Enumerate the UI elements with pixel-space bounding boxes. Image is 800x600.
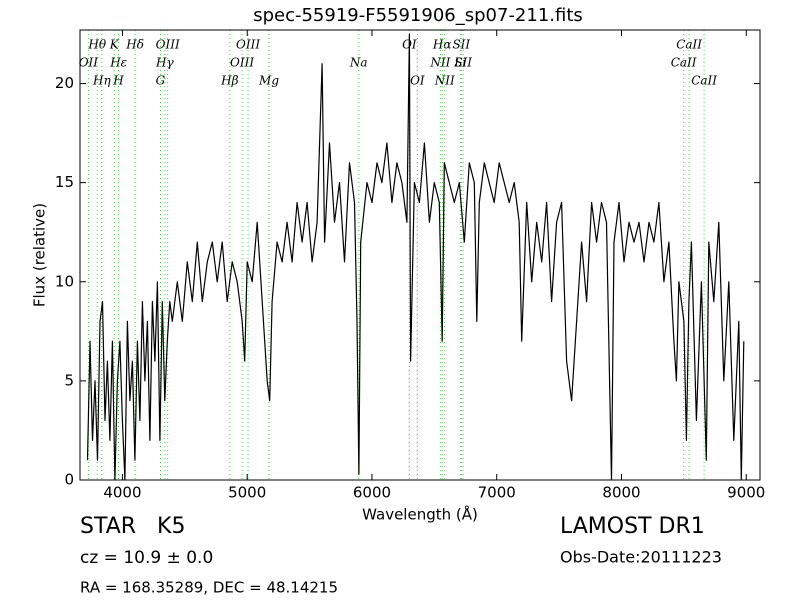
- plot-frame: [79, 29, 761, 481]
- x-axis-label: Wavelength (Å): [362, 505, 478, 524]
- spectral-line-label: OIII: [156, 38, 180, 52]
- y-tick-label: 10: [55, 272, 74, 290]
- spectral-line-label: Hγ: [155, 56, 174, 70]
- spectral-line-label: OIII: [236, 38, 260, 52]
- spectral-line-label: Hδ: [125, 38, 144, 52]
- spectral-line-label: Hα: [432, 38, 452, 52]
- x-tick-label: 7000: [478, 484, 516, 502]
- y-tick-label: 15: [55, 173, 74, 191]
- chart-title: spec-55919-F5591906_sp07-211.fits: [253, 5, 583, 26]
- spectral-line-label: Mg: [258, 74, 279, 88]
- spectral-line-label: CaII: [691, 74, 717, 88]
- spectral-line-label: SII: [454, 56, 472, 70]
- spectral-line-label: Hβ: [220, 74, 238, 88]
- spectral-line-label: SII: [452, 38, 470, 52]
- y-tick-label: 5: [64, 371, 74, 389]
- spectral-line-label: NII: [434, 74, 455, 88]
- x-tick-label: 6000: [353, 484, 391, 502]
- y-tick-label: 0: [64, 471, 74, 489]
- obs-date: Obs-Date:20111223: [560, 548, 722, 567]
- spectral-line-label: Na: [349, 56, 368, 70]
- spectral-line-label: OII: [79, 56, 99, 70]
- spectral-line-label: CaII: [671, 56, 697, 70]
- x-tick-label: 5000: [228, 484, 266, 502]
- spectral-line-label: Hθ: [87, 38, 106, 52]
- spectral-line-label: G: [156, 74, 166, 88]
- spectral-line-label: Hη: [92, 74, 111, 88]
- x-tick-label: 8000: [602, 484, 640, 502]
- spectral-line-label: NII: [429, 56, 450, 70]
- survey: LAMOST DR1: [560, 514, 705, 539]
- x-tick-label: 9000: [727, 484, 765, 502]
- spectral-line-label: OIII: [230, 56, 254, 70]
- spectrum-line: [86, 33, 745, 480]
- redshift: cz = 10.9 ± 0.0: [80, 548, 213, 568]
- spectral-line-label: K: [109, 38, 120, 52]
- spectral-line-label: CaII: [676, 38, 702, 52]
- object-class: STAR K5: [80, 514, 185, 539]
- coordinates: RA = 168.35289, DEC = 48.14215: [80, 579, 338, 597]
- spectral-line-label: H: [112, 74, 124, 88]
- y-axis-label: Flux (relative): [31, 203, 49, 307]
- y-tick-label: 20: [55, 74, 74, 92]
- spectral-line-label: OI: [410, 74, 425, 88]
- x-tick-label: 4000: [103, 484, 141, 502]
